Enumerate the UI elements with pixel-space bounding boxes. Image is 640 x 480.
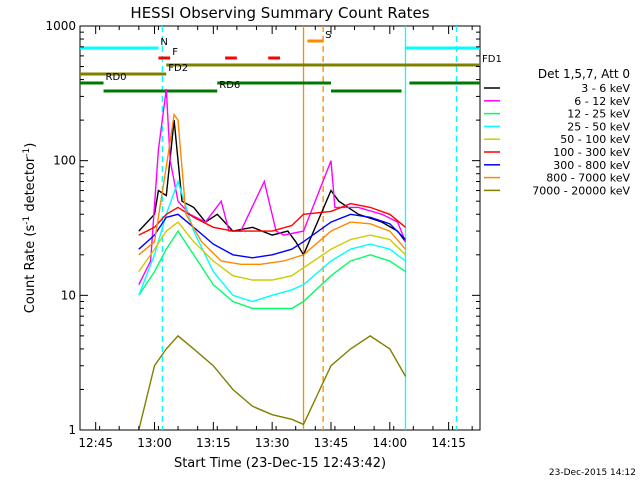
chart-title: HESSI Observing Summary Count Rates xyxy=(130,4,429,22)
y-tick-label: 100 xyxy=(53,154,76,168)
x-tick-label: 13:15 xyxy=(196,436,231,450)
x-axis-label: Start Time (23-Dec-15 12:43:42) xyxy=(174,456,386,471)
legend-entry: 100 - 300 keV xyxy=(553,146,630,159)
series-line xyxy=(138,179,406,303)
x-tick-label: 14:15 xyxy=(431,436,466,450)
series-line xyxy=(138,229,406,310)
legend-entry: 300 - 800 keV xyxy=(553,159,630,172)
status-bar-label: F xyxy=(172,47,178,58)
x-tick-label: 13:00 xyxy=(137,436,172,450)
series-line xyxy=(138,221,406,281)
status-bar-label: S xyxy=(325,30,331,41)
legend-entry: 6 - 12 keV xyxy=(574,95,630,108)
axis-layer: 12:45 13:00 13:15 13:30 13:45 14:00 14:15 1 10 10… xyxy=(45,19,480,450)
series-line xyxy=(138,112,407,265)
x-tick-label: 12:45 xyxy=(78,436,113,450)
x-tick-label: 13:30 xyxy=(255,436,290,450)
status-bar-label: FD1 xyxy=(482,54,502,65)
legend-entry: 12 - 25 keV xyxy=(567,108,630,121)
legend-entry: 800 - 7000 keV xyxy=(546,172,630,185)
legend-header: Det 1,5,7, Att 0 xyxy=(538,67,630,81)
legend-entry: 25 - 50 keV xyxy=(567,120,630,133)
y-tick-label: 10 xyxy=(61,288,76,302)
status-bar-label: RD0 xyxy=(106,72,127,83)
x-tick-label: 13:45 xyxy=(314,436,349,450)
y-axis-label: Count Rate (s-1 detector-1) xyxy=(22,143,38,314)
series-line xyxy=(138,213,406,259)
legend-entry: 50 - 100 keV xyxy=(560,133,630,146)
timestamp: 23-Dec-2015 14:12 xyxy=(549,468,636,478)
status-bars-layer: NF S FD1 FD2 RD0 RD6 xyxy=(80,30,502,93)
plot-frame xyxy=(79,25,481,431)
series-line xyxy=(138,120,407,257)
status-bar-label: N xyxy=(160,37,167,48)
y-tick-label: 1 xyxy=(68,423,76,437)
legend-entry: 7000 - 20000 keV xyxy=(532,184,630,197)
vlines-layer xyxy=(161,26,458,430)
legend-entry: 3 - 6 keV xyxy=(581,82,630,95)
status-bar-label: RD6 xyxy=(219,80,240,91)
series-line xyxy=(138,334,407,431)
x-tick-label: 14:00 xyxy=(373,436,408,450)
series-line xyxy=(138,202,406,236)
series-layer xyxy=(138,89,407,431)
y-tick-label: 1000 xyxy=(45,19,76,33)
status-bar-label: FD2 xyxy=(168,63,188,74)
